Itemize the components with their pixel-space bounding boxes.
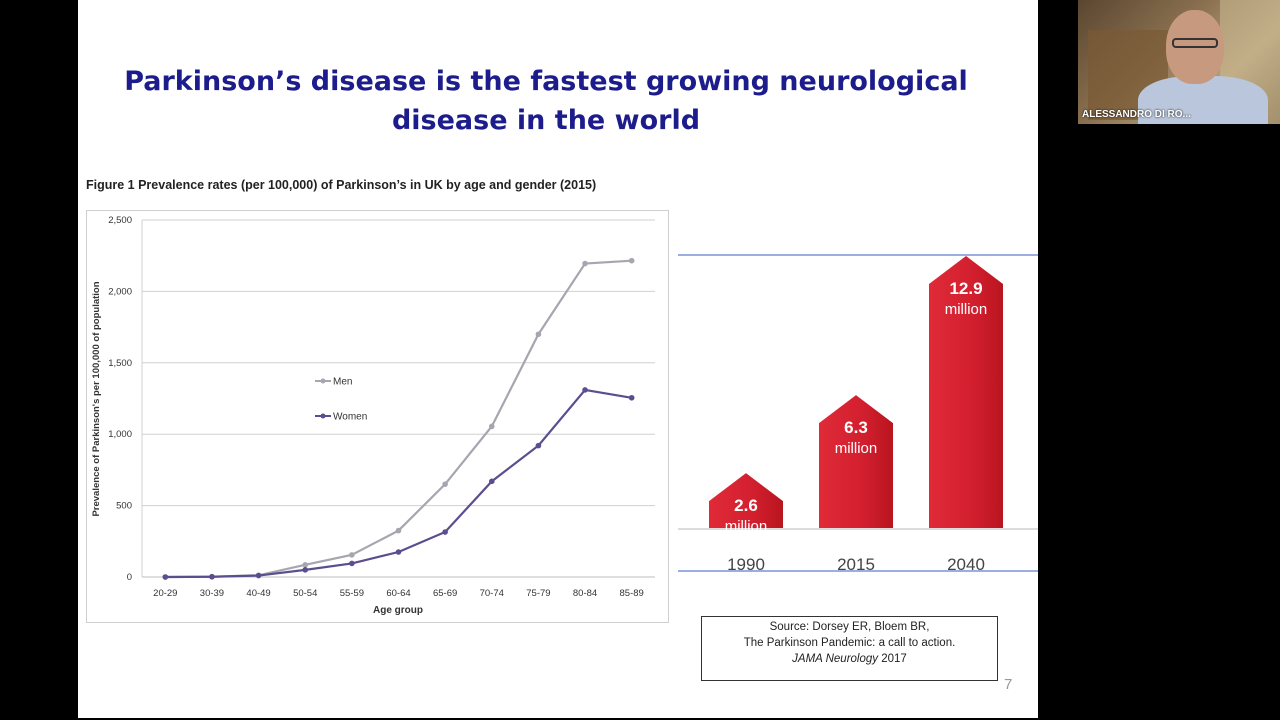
bar-chart-panel: 2.6 million 1990 6.3 million 2015 12.9 million 2… bbox=[678, 250, 1038, 580]
legend-marker-men bbox=[320, 378, 326, 384]
x-tick-label: 20-29 bbox=[153, 588, 177, 599]
parkinsons-growth-bar-chart: 2.6 million 1990 6.3 million 2015 12.9 million 2… bbox=[678, 254, 1038, 574]
data-point-women bbox=[442, 529, 448, 535]
y-axis-title: Prevalence of Parkinson's per 100,000 of… bbox=[91, 281, 102, 516]
bar-year-label: 2015 bbox=[837, 555, 875, 574]
data-point-women bbox=[349, 560, 355, 567]
bar-unit-label: million bbox=[945, 301, 988, 318]
y-tick-label: 2,500 bbox=[108, 215, 132, 226]
figure-caption: Figure 1 Prevalence rates (per 100,000) … bbox=[86, 178, 597, 192]
data-point-women bbox=[209, 573, 215, 580]
bar-value-label: 2.6 bbox=[734, 496, 758, 515]
source-line-3: JAMA Neurology 2017 bbox=[702, 651, 997, 667]
data-point-men bbox=[349, 552, 355, 558]
page-number: 7 bbox=[1004, 676, 1013, 693]
data-point-women bbox=[255, 572, 262, 579]
data-point-men bbox=[628, 257, 635, 264]
slide: Parkinson’s disease is the fastest growi… bbox=[78, 0, 1038, 718]
source-journal: JAMA Neurology bbox=[792, 653, 879, 665]
bar-unit-label: million bbox=[835, 440, 878, 457]
x-tick-label: 80-84 bbox=[573, 588, 597, 599]
source-year: 2017 bbox=[878, 653, 907, 665]
legend-marker-women bbox=[320, 413, 326, 419]
data-point-women bbox=[582, 387, 588, 393]
x-tick-label: 55-59 bbox=[340, 588, 364, 599]
series-line-women bbox=[165, 388, 632, 579]
y-tick-label: 2,000 bbox=[108, 286, 132, 297]
bar-arrow-1990 bbox=[709, 473, 783, 528]
legend-label-women: Women bbox=[333, 412, 367, 423]
x-tick-label: 50-54 bbox=[293, 588, 317, 599]
data-point-men bbox=[302, 562, 309, 568]
slide-title: Parkinson’s disease is the fastest growi… bbox=[124, 66, 968, 136]
webcam-tile[interactable]: ALESSANDRO DI RO... bbox=[1078, 0, 1280, 124]
x-tick-label: 65-69 bbox=[433, 588, 457, 599]
data-point-women bbox=[628, 394, 635, 401]
legend-label-men: Men bbox=[333, 377, 352, 388]
data-point-men bbox=[582, 260, 588, 267]
y-tick-label: 500 bbox=[116, 501, 132, 512]
speaker-body bbox=[1138, 76, 1268, 124]
bar-year-label: 1990 bbox=[727, 555, 765, 574]
y-tick-label: 0 bbox=[127, 572, 132, 583]
prevalence-line-chart: 0 500 1,000 1,500 2,000 2,500 20-29 30-39 40-49 5… bbox=[91, 215, 655, 616]
participant-name: ALESSANDRO DI RO... bbox=[1082, 109, 1191, 120]
data-point-men bbox=[535, 331, 542, 338]
bar-unit-label: million bbox=[725, 518, 768, 535]
x-tick-label: 70-74 bbox=[480, 588, 504, 599]
speaker-glasses bbox=[1172, 38, 1218, 48]
x-tick-label: 85-89 bbox=[620, 588, 644, 599]
y-tick-label: 1,500 bbox=[108, 358, 132, 369]
bar-year-label: 2040 bbox=[947, 555, 985, 574]
data-point-women bbox=[395, 549, 402, 555]
x-tick-label: 40-49 bbox=[246, 588, 270, 599]
source-citation: Source: Dorsey ER, Bloem BR, The Parkins… bbox=[701, 616, 998, 681]
source-line-1: Source: Dorsey ER, Bloem BR, bbox=[769, 621, 930, 633]
x-tick-label: 75-79 bbox=[526, 588, 550, 599]
data-point-men bbox=[488, 423, 495, 430]
bar-value-label: 6.3 bbox=[844, 418, 868, 437]
bar-value-label: 12.9 bbox=[949, 279, 982, 298]
y-tick-label: 1,000 bbox=[108, 429, 132, 440]
x-tick-label: 30-39 bbox=[200, 588, 224, 599]
line-chart-frame: 0 500 1,000 1,500 2,000 2,500 20-29 30-39 40-49 5… bbox=[86, 210, 669, 623]
data-point-women bbox=[535, 442, 542, 449]
bar-arrow-2015 bbox=[819, 395, 893, 528]
x-axis-title: Age group bbox=[373, 605, 423, 616]
data-point-men bbox=[442, 481, 448, 487]
source-line-2: The Parkinson Pandemic: a call to action… bbox=[743, 637, 956, 649]
data-point-women bbox=[488, 478, 495, 485]
data-point-women bbox=[162, 574, 169, 580]
data-point-men bbox=[395, 527, 402, 534]
data-point-women bbox=[302, 567, 309, 573]
x-tick-label: 60-64 bbox=[386, 588, 410, 599]
bar-arrow-2040 bbox=[929, 256, 1003, 528]
